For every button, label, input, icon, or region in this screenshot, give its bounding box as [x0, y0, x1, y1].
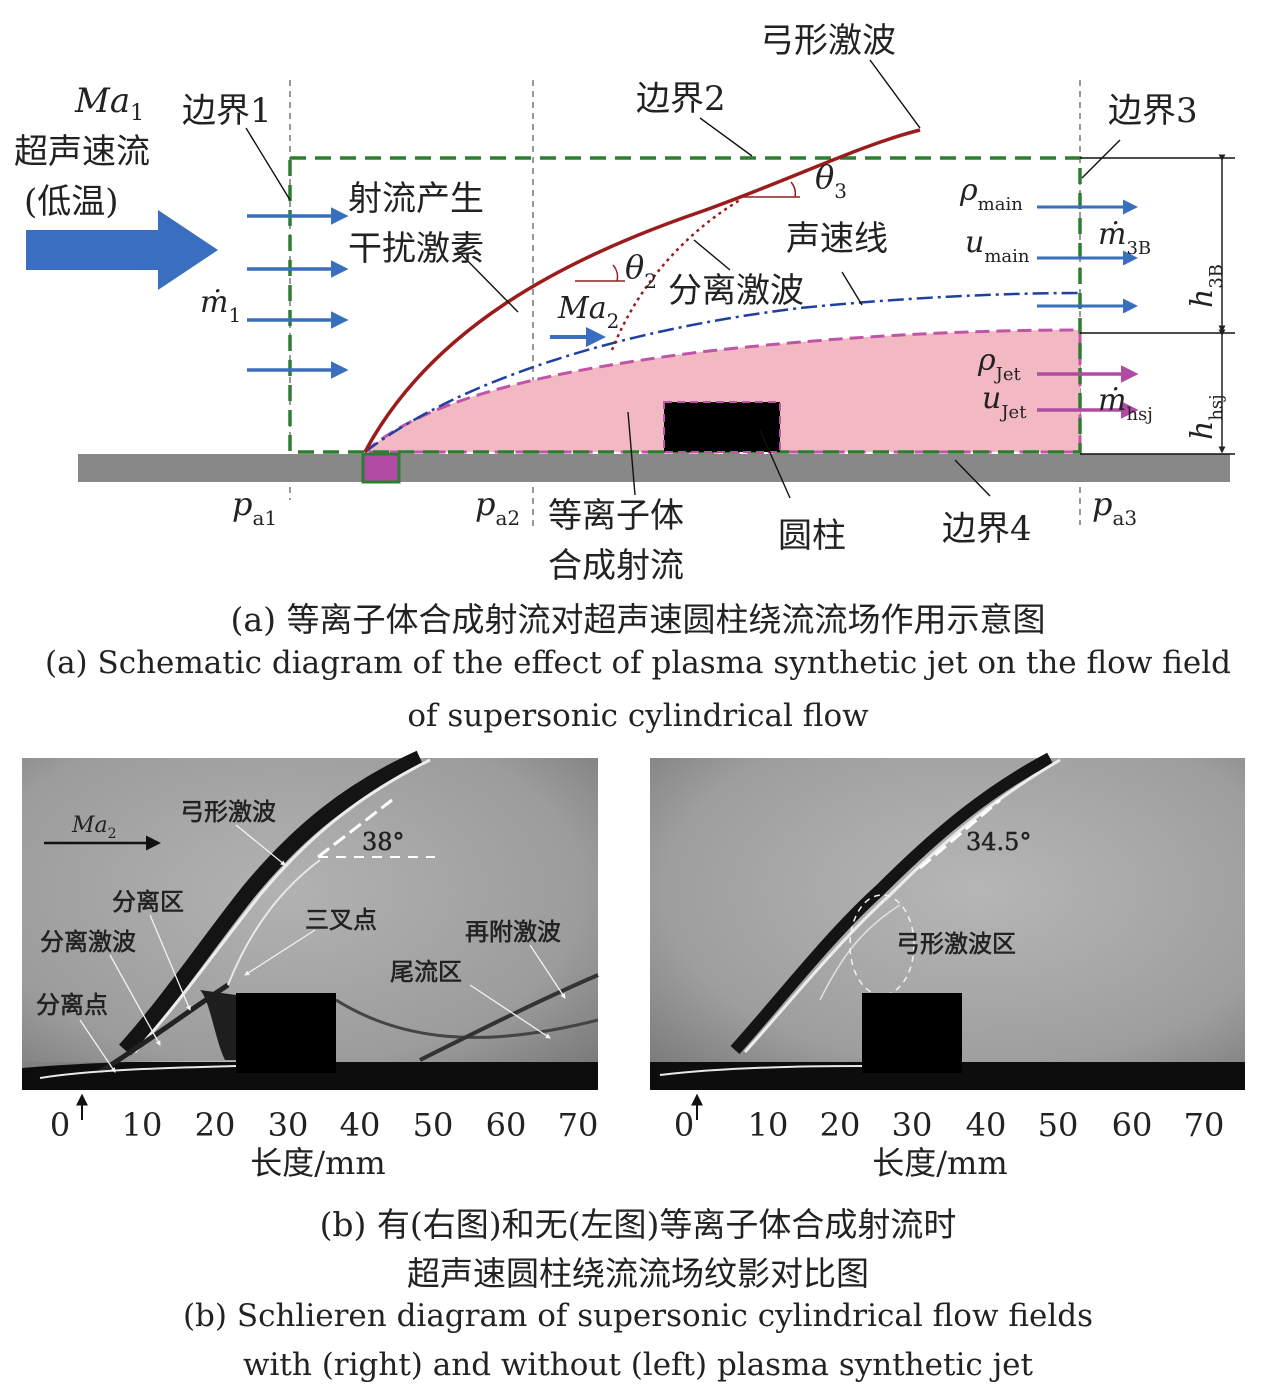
- panel-a-schematic: Ma1 超声速流 (低温) ṁ1 边界1 边界2 边界3 边界4 弓形激波 射流…: [14, 21, 1235, 586]
- left-cylinder: [236, 993, 336, 1073]
- inflow-label-line1: 超声速流: [14, 132, 150, 172]
- inflow-big-arrow: [26, 210, 218, 290]
- separation-shock-curve: [610, 198, 741, 351]
- wall: [78, 454, 1230, 482]
- tick-label: 20: [195, 1106, 236, 1144]
- caption-b-en-line1: (b) Schlieren diagram of supersonic cyli…: [182, 1298, 1094, 1334]
- right-bow-shock-region-label: 弓形激波区: [896, 930, 1016, 958]
- tick-label: 10: [748, 1106, 789, 1144]
- axis-left: 0 10 20 30 40 50 60 70 长度/mm: [50, 1093, 599, 1182]
- right-cylinder: [862, 993, 962, 1073]
- cylinder-block: [663, 401, 781, 453]
- boundary1-label: 边界1: [182, 91, 272, 131]
- jet-disturb-label-line1: 射流产生: [348, 179, 484, 219]
- pa2-label: pa2: [475, 485, 520, 530]
- axis-right: 0 10 20 30 40 50 60 70 长度/mm: [674, 1093, 1225, 1182]
- tick-label: 0: [50, 1106, 70, 1144]
- left-separation-region-label: 分离区: [112, 888, 184, 916]
- boundary2-label: 边界2: [636, 79, 726, 119]
- inflow-mach-label: Ma1: [74, 81, 144, 126]
- theta3-arc: [790, 181, 797, 198]
- tick-label: 50: [413, 1106, 454, 1144]
- mdot-hsj-label: ṁhsj: [1098, 383, 1153, 425]
- bow-shock-curve: [363, 128, 921, 453]
- tick-label: 50: [1038, 1106, 1079, 1144]
- tick-label: 30: [892, 1106, 933, 1144]
- tick-label: 70: [1184, 1106, 1225, 1144]
- inflow-label-line2: (低温): [24, 182, 119, 222]
- tick-label: 70: [558, 1106, 599, 1144]
- tick-label: 0: [674, 1106, 694, 1144]
- tick-label: 40: [966, 1106, 1007, 1144]
- sonic-line-curve: [364, 291, 1081, 453]
- leader-lines: [245, 59, 1121, 499]
- left-separation-shock-label: 分离激波: [40, 928, 136, 956]
- bow-shock-label: 弓形激波: [760, 21, 896, 61]
- jet-orifice: [361, 452, 401, 484]
- left-reattach-shock-label: 再附激波: [465, 918, 561, 946]
- axis-xlabel-left: 长度/mm: [250, 1144, 385, 1182]
- separation-shock-label: 分离激波: [668, 271, 804, 311]
- u-jet-label: uJet: [982, 381, 1027, 423]
- jet-disturb-label-line2: 干扰激素: [348, 229, 484, 269]
- schlieren-right: 34.5° 弓形激波区: [650, 752, 1245, 1090]
- pa1-label: pa1: [232, 485, 277, 530]
- axis-xlabel-right: 长度/mm: [872, 1144, 1007, 1182]
- left-separation-point-label: 分离点: [36, 991, 108, 1019]
- tick-label: 60: [1112, 1106, 1153, 1144]
- plasma-jet-region: [361, 328, 1082, 454]
- left-triple-point-label: 三叉点: [305, 906, 377, 934]
- left-ma2-label: Ma2: [71, 813, 117, 842]
- tick-label: 10: [122, 1106, 163, 1144]
- sonic-line-label: 声速线: [786, 219, 888, 259]
- ma2-label: Ma2: [557, 291, 619, 333]
- height-dimension-lines: [1080, 154, 1235, 455]
- cylinder-label: 圆柱: [778, 516, 846, 556]
- left-wake-region-label: 尾流区: [390, 958, 462, 986]
- plasma-jet-label-line2: 合成射流: [548, 546, 684, 586]
- caption-b-en-line2: with (right) and without (left) plasma s…: [242, 1347, 1033, 1383]
- boundary3-label: 边界3: [1108, 91, 1198, 131]
- u-main-label: umain: [965, 225, 1030, 267]
- tick-label: 20: [820, 1106, 861, 1144]
- boundary4-label: 边界4: [942, 509, 1032, 549]
- theta3-label: θ3: [815, 158, 847, 203]
- caption-b-cn-line2: 超声速圆柱绕流流场纹影对比图: [407, 1254, 869, 1293]
- outlet-main-arrows: [1037, 199, 1138, 314]
- h-3b-label: h3B: [1185, 264, 1227, 308]
- right-angle-label: 34.5°: [966, 828, 1031, 856]
- mdot1-label: ṁ1: [200, 285, 241, 327]
- h-hsj-label: hhsj: [1185, 394, 1227, 440]
- tick-label: 40: [340, 1106, 381, 1144]
- outlet-jet-arrows: [1037, 365, 1139, 419]
- tick-label: 60: [486, 1106, 527, 1144]
- pa3-label: pa3: [1092, 485, 1137, 530]
- left-bow-shock-label: 弓形激波: [180, 798, 276, 826]
- plasma-jet-label-line1: 等离子体: [548, 496, 684, 536]
- tick-label: 30: [268, 1106, 309, 1144]
- schlieren-left: Ma2 弓形激波 38° 分离区 分离激波 分离点 三叉点 再附激波 尾流区: [22, 750, 599, 1090]
- caption-b-cn-line1: (b) 有(右图)和无(左图)等离子体合成射流时: [319, 1205, 957, 1244]
- theta2-label: θ2: [625, 248, 657, 293]
- caption-a-en-line2: of supersonic cylindrical flow: [407, 698, 869, 734]
- rho-jet-label: ρJet: [977, 343, 1022, 385]
- mdot-3b-label: ṁ3B: [1098, 217, 1151, 259]
- left-angle-label: 38°: [362, 828, 405, 856]
- inlet-flow-arrows: [247, 207, 349, 379]
- rho-main-label: ρmain: [959, 173, 1023, 215]
- caption-a-en-line1: (a) Schematic diagram of the effect of p…: [44, 645, 1232, 681]
- caption-a-cn: (a) 等离子体合成射流对超声速圆柱绕流流场作用示意图: [230, 600, 1046, 639]
- theta2-arc: [612, 264, 619, 282]
